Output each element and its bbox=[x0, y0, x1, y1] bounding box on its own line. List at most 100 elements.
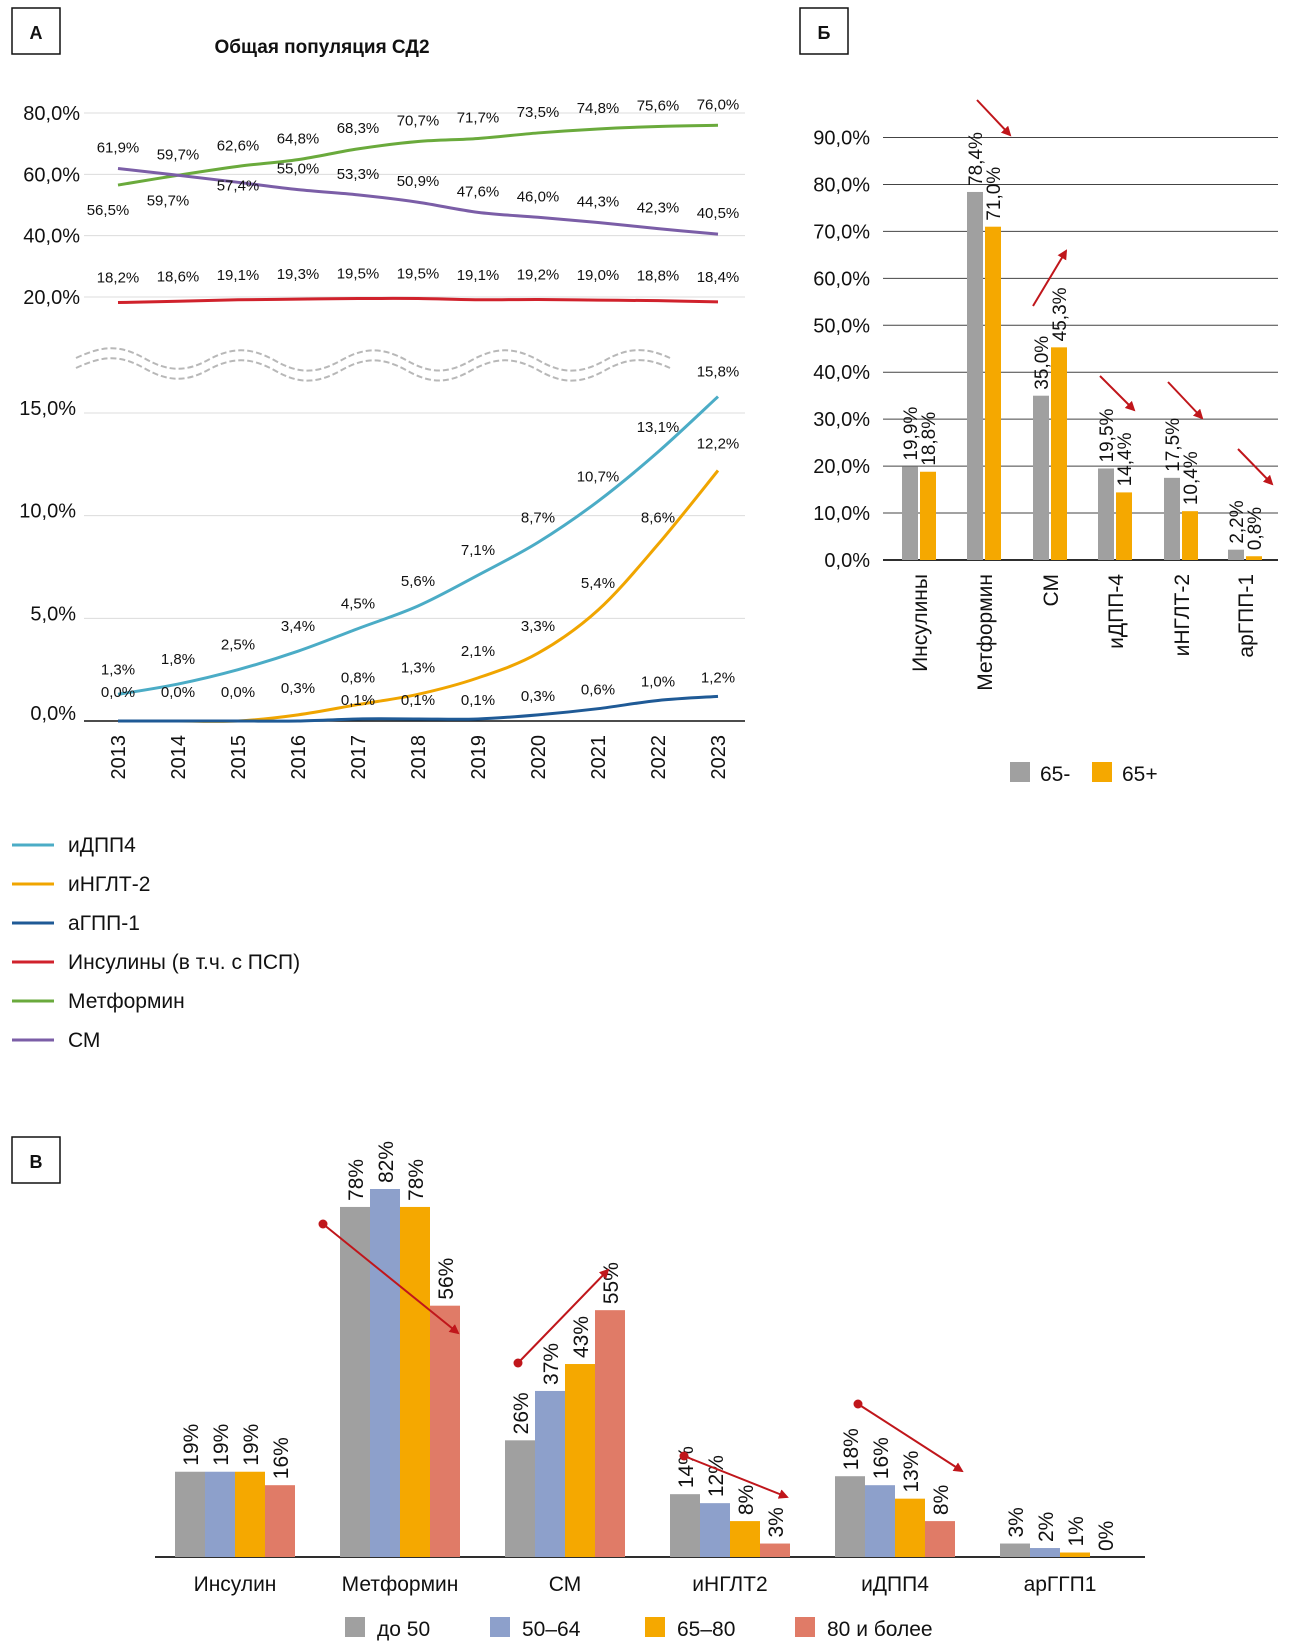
bar-50–64-Метформин bbox=[370, 1189, 400, 1557]
data-label: 3% bbox=[1005, 1507, 1028, 1537]
data-label: 0,0% bbox=[161, 684, 195, 701]
x-tick-label: 2019 bbox=[468, 735, 490, 780]
bar-65–80-иНГЛТ2 bbox=[730, 1521, 760, 1557]
legend-label-metformin: Метформин bbox=[68, 990, 185, 1013]
bar-80 и более-Инсулин bbox=[265, 1485, 295, 1557]
bar-до 50-иНГЛТ2 bbox=[670, 1494, 700, 1557]
data-label: 74,8% bbox=[577, 100, 620, 117]
panel-b-legend: 65- 65+ bbox=[1010, 762, 1158, 786]
legend-swatch bbox=[1092, 762, 1112, 782]
panel-b-bars bbox=[902, 191, 1262, 560]
data-label: 0,3% bbox=[281, 680, 315, 697]
x-tick-label: 2018 bbox=[408, 735, 430, 780]
panel-b-x-ticks: Инсулины Метформин СМ иДПП-4 иНГЛТ-2 арГПП-1 bbox=[909, 574, 1258, 691]
data-label: 2,2% bbox=[1227, 500, 1248, 543]
data-label: 12% bbox=[705, 1455, 728, 1497]
y-tick-label: 40,0% bbox=[23, 226, 80, 248]
data-label: 76,0% bbox=[697, 96, 740, 113]
trend-arrow-down bbox=[322, 1223, 460, 1335]
y-tick-label: 60,0% bbox=[23, 164, 80, 186]
bar-65+-СМ bbox=[1051, 347, 1067, 560]
bar-80 и более-иДПП4 bbox=[925, 1521, 955, 1557]
x-tick-label: 2014 bbox=[168, 735, 190, 780]
x-tick-label: Метформин bbox=[342, 1573, 459, 1596]
y-tick-label: 70,0% bbox=[813, 221, 870, 243]
bar-50–64-Инсулин bbox=[205, 1471, 235, 1557]
data-label: 78,4% bbox=[966, 132, 987, 186]
data-label: 82% bbox=[375, 1141, 398, 1183]
y-tick-label: 0,0% bbox=[30, 703, 76, 725]
y-tick-label: 30,0% bbox=[813, 409, 870, 431]
bar-65--иНГЛТ-2 bbox=[1164, 477, 1180, 560]
data-label: 46,0% bbox=[517, 188, 560, 205]
x-tick-label: иДПП4 bbox=[861, 1573, 929, 1596]
data-label: 68,3% bbox=[337, 120, 380, 137]
panel-a: А Общая популяция СД2 20,0% 40,0% 60,0% 80,… bbox=[11, 7, 745, 1052]
legend-label-sm: СМ bbox=[68, 1029, 100, 1052]
panel-b-label: Б bbox=[818, 23, 831, 43]
data-label: 56,5% bbox=[87, 202, 130, 219]
data-label: 0,8% bbox=[1245, 507, 1266, 550]
data-label: 18,2% bbox=[97, 270, 140, 287]
y-tick-label: 15,0% bbox=[19, 398, 76, 420]
data-label: 43% bbox=[570, 1316, 593, 1358]
data-label: 7,1% bbox=[461, 542, 495, 559]
legend-swatch bbox=[645, 1617, 665, 1637]
bar-65+-арГПП-1 bbox=[1246, 556, 1262, 560]
x-tick-label: иНГЛТ-2 bbox=[1171, 574, 1194, 656]
data-label: 62,6% bbox=[217, 137, 260, 154]
panel-c-trend-arrows bbox=[318, 1219, 964, 1499]
x-tick-label: 2013 bbox=[108, 735, 130, 780]
trend-arrow-down bbox=[1167, 381, 1204, 420]
y-tick-label: 20,0% bbox=[813, 456, 870, 478]
bar-до 50-Инсулин bbox=[175, 1471, 205, 1557]
trend-arrow-down bbox=[976, 99, 1012, 137]
data-label: 50,9% bbox=[397, 173, 440, 190]
series-line-idpp4 bbox=[117, 395, 720, 696]
data-label: 75,6% bbox=[637, 97, 680, 114]
panel-a-gridlines bbox=[84, 112, 745, 722]
data-label: 13,1% bbox=[637, 419, 680, 436]
y-tick-label: 80,0% bbox=[813, 174, 870, 196]
bar-50–64-иДПП4 bbox=[865, 1485, 895, 1557]
y-tick-label: 80,0% bbox=[23, 103, 80, 125]
bar-до 50-Метформин bbox=[340, 1206, 370, 1557]
y-tick-label: 5,0% bbox=[30, 603, 76, 625]
legend-label-idpp4: иДПП4 bbox=[68, 834, 136, 857]
bar-65--иДПП-4 bbox=[1098, 468, 1114, 560]
data-label: 42,3% bbox=[637, 200, 680, 217]
trend-arrow-up bbox=[517, 1268, 610, 1364]
x-tick-label: Метформин bbox=[974, 574, 997, 691]
data-label: 2,1% bbox=[461, 643, 495, 660]
y-tick-label: 10,0% bbox=[19, 501, 76, 523]
x-tick-label: 2016 bbox=[288, 735, 310, 780]
data-label: 55,0% bbox=[277, 161, 320, 178]
data-label: 3% bbox=[765, 1507, 788, 1537]
data-label: 70,7% bbox=[397, 113, 440, 130]
data-label: 10,7% bbox=[577, 468, 620, 485]
panel-a-data-labels: 56,5% 59,7% 62,6% 64,8% 68,3% 70,7% 71,7% 73,5%… bbox=[87, 96, 740, 709]
panel-c-label-box bbox=[11, 1136, 61, 1184]
data-label: 3,4% bbox=[281, 618, 315, 635]
legend-label: 65- bbox=[1040, 763, 1070, 786]
data-label: 19,2% bbox=[517, 266, 560, 283]
data-label: 71,0% bbox=[984, 167, 1005, 221]
bar-65--СМ bbox=[1033, 395, 1049, 560]
data-label: 55% bbox=[600, 1262, 623, 1304]
data-label: 35,0% bbox=[1032, 336, 1053, 390]
trend-arrow-up bbox=[1032, 249, 1068, 307]
y-tick-label: 50,0% bbox=[813, 315, 870, 337]
data-label: 0,6% bbox=[581, 682, 615, 699]
x-tick-label: арГПП-1 bbox=[1235, 574, 1258, 658]
data-label: 45,3% bbox=[1050, 287, 1071, 341]
bar-80 и более-иНГЛТ2 bbox=[760, 1543, 790, 1557]
data-label: 59,7% bbox=[147, 192, 190, 209]
data-label: 17,5% bbox=[1163, 418, 1184, 472]
data-label: 0,1% bbox=[461, 692, 495, 709]
legend-label: 50–64 bbox=[522, 1618, 581, 1641]
data-label: 59,7% bbox=[157, 146, 200, 163]
legend-label: до 50 bbox=[377, 1618, 430, 1641]
bar-50–64-иНГЛТ2 bbox=[700, 1503, 730, 1557]
data-label: 14,4% bbox=[1115, 432, 1136, 486]
